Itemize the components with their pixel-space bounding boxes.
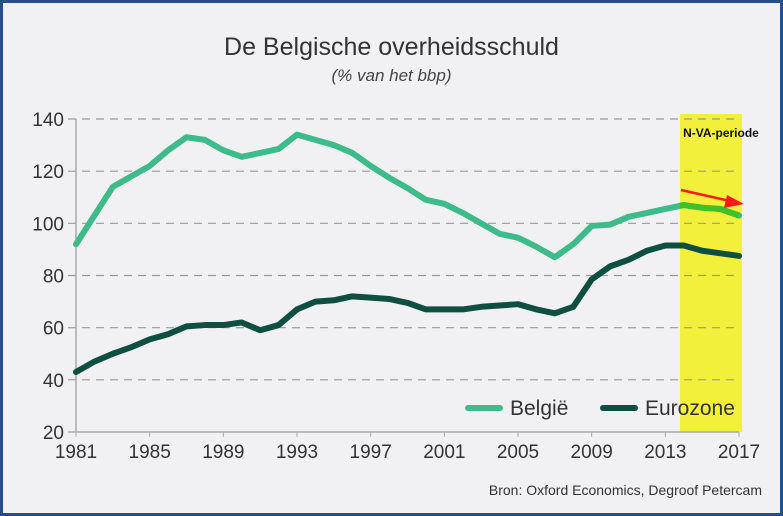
trend-arrow-shaft [680, 188, 731, 203]
source-note: Bron: Oxford Economics, Degroof Petercam [488, 482, 762, 498]
x-tick-label: 2017 [718, 442, 760, 463]
y-tick-label: 140 [32, 110, 64, 131]
chart-subtitle: (% van het bbp) [331, 66, 452, 85]
x-tick-label: 1997 [350, 442, 392, 463]
legend-label: België [510, 397, 568, 420]
y-tick-label: 20 [43, 423, 64, 444]
series-line-eurozone [73, 242, 742, 376]
x-tick-label: 2013 [644, 442, 686, 463]
legend-label: Eurozone [645, 397, 735, 420]
chart-title: De Belgische overheidsschuld [224, 33, 559, 61]
x-tick-label: 1989 [202, 442, 244, 463]
y-tick-label: 120 [32, 162, 64, 183]
series-line-belgie-highlight [679, 202, 741, 219]
trend-arrow-head [724, 195, 744, 208]
x-tick-label: 2009 [571, 442, 613, 463]
x-tick-label: 1993 [276, 442, 318, 463]
x-tick-label: 1985 [129, 442, 171, 463]
y-tick-label: 60 [43, 319, 64, 340]
line-chart: N-VA-periode 20 40 60 80 100 120 140 1981 1985 198… [32, 110, 760, 463]
series-line-belgie [73, 131, 742, 261]
x-tick-label: 2001 [423, 442, 465, 463]
y-tick-label: 40 [43, 371, 64, 392]
highlight-band [680, 114, 742, 432]
highlight-label: N-VA-periode [683, 126, 759, 140]
x-tick-label: 2005 [497, 442, 539, 463]
y-tick-label: 100 [32, 214, 64, 235]
x-tick-label: 1981 [55, 442, 97, 463]
y-tick-label: 80 [43, 267, 64, 288]
